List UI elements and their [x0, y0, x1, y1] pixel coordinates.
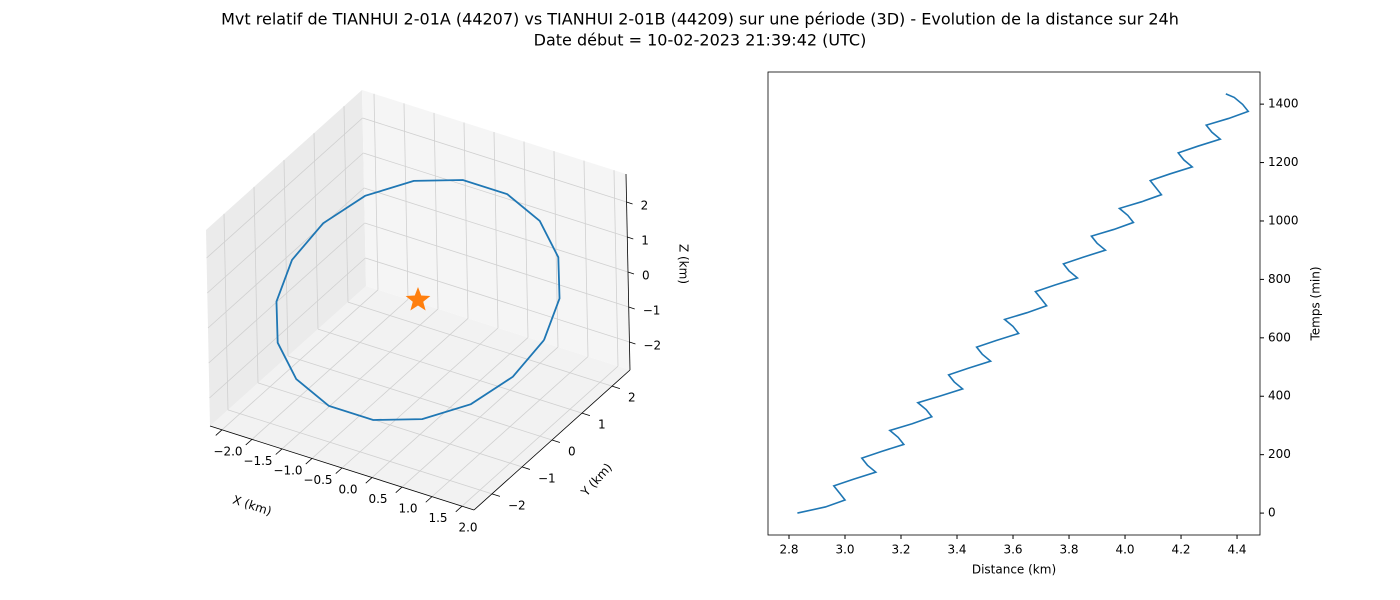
y-tick-label: −2 [508, 498, 526, 512]
y-tick [551, 439, 561, 443]
x-tick [365, 477, 373, 484]
x-axis-label: Distance (km) [972, 563, 1056, 577]
x-tick [275, 448, 283, 455]
grid-line [363, 152, 628, 238]
grid-line [365, 257, 630, 343]
x-tick-label: 4.0 [1115, 543, 1134, 557]
grid-line [207, 152, 364, 294]
figure-title: Mvt relatif de TIANHUI 2-01A (44207) vs … [221, 10, 1179, 29]
axis-line [473, 369, 631, 511]
x-tick [455, 505, 463, 513]
x-tick [395, 486, 403, 493]
y-tick-label: 0 [1268, 506, 1276, 520]
figure-subtitle: Date début = 10-02-2023 21:39:42 (UTC) [534, 31, 867, 50]
grid-line [207, 187, 365, 329]
grid-line [363, 187, 629, 273]
y-tick-label: 400 [1268, 389, 1291, 403]
y-tick [581, 412, 591, 416]
x-tick-label: 4.4 [1227, 543, 1246, 557]
y-tick-label: 2 [628, 391, 636, 405]
axis-line [625, 173, 631, 371]
y-tick [491, 493, 501, 497]
x-tick [305, 458, 313, 465]
x-tick-label: 2.0 [458, 521, 477, 535]
star-marker [405, 287, 431, 311]
grid-line [287, 355, 553, 441]
x-tick [245, 439, 253, 446]
plot-frame [767, 71, 1261, 536]
grid-line [257, 382, 523, 468]
y-tick-label: 600 [1268, 330, 1291, 344]
x-tick-label: 4.2 [1171, 543, 1190, 557]
y-tick-label: 0 [568, 445, 576, 459]
distance-line [797, 93, 1250, 514]
x-tick [215, 429, 223, 436]
grid-line [347, 301, 613, 387]
grid-line [362, 117, 627, 203]
z-tick [626, 201, 633, 205]
y-tick-label: 1400 [1268, 97, 1299, 111]
x-tick-label: 3.0 [835, 543, 854, 557]
x-axis-label: X (km) [231, 493, 273, 519]
y-tick-label: 800 [1268, 272, 1291, 286]
grid-line [317, 328, 583, 414]
z-tick-label: 2 [641, 199, 649, 213]
x-tick-label: 2.8 [779, 543, 798, 557]
y-tick-label: 1000 [1268, 213, 1299, 227]
orbit-line [275, 179, 561, 421]
y-axis-label: Y (km) [578, 460, 615, 499]
z-tick-label: −2 [643, 339, 661, 353]
grid-line [364, 222, 629, 308]
x-tick-label: 0.0 [338, 483, 357, 497]
grid-line [208, 222, 365, 364]
z-tick-label: 1 [641, 234, 649, 248]
z-tick [627, 236, 634, 240]
grid-line [206, 117, 363, 259]
y-tick-label: 1200 [1268, 155, 1299, 169]
x-tick-label: −0.5 [303, 473, 332, 487]
x-tick-label: −2.0 [213, 444, 242, 458]
y-tick-label: −1 [538, 471, 556, 485]
y-tick [611, 385, 621, 390]
x-tick-label: −1.5 [243, 454, 272, 468]
z-tick-label: 0 [642, 269, 650, 283]
x-tick [425, 496, 433, 503]
z-tick [628, 306, 635, 310]
x-tick-label: 3.6 [1003, 543, 1022, 557]
z-tick-label: −1 [643, 304, 661, 318]
x-tick-label: 3.4 [947, 543, 966, 557]
z-axis-label: Z (km) [677, 244, 691, 284]
z-tick [627, 271, 635, 275]
x-tick [335, 467, 343, 474]
x-tick-label: −1.0 [273, 463, 302, 477]
y-tick-label: 200 [1268, 447, 1291, 461]
x-tick-label: 1.0 [398, 502, 417, 516]
z-tick [629, 341, 636, 345]
axis-line [209, 425, 475, 511]
grid-line [227, 409, 493, 495]
grid-line [209, 257, 366, 399]
x-tick-label: 0.5 [368, 492, 387, 506]
y-tick-label: 1 [598, 418, 606, 432]
x-tick-label: 3.2 [891, 543, 910, 557]
y-axis-label: Temps (min) [1309, 266, 1323, 341]
x-tick-label: 1.5 [428, 511, 447, 525]
y-tick [521, 466, 531, 470]
x-tick-label: 3.8 [1059, 543, 1078, 557]
